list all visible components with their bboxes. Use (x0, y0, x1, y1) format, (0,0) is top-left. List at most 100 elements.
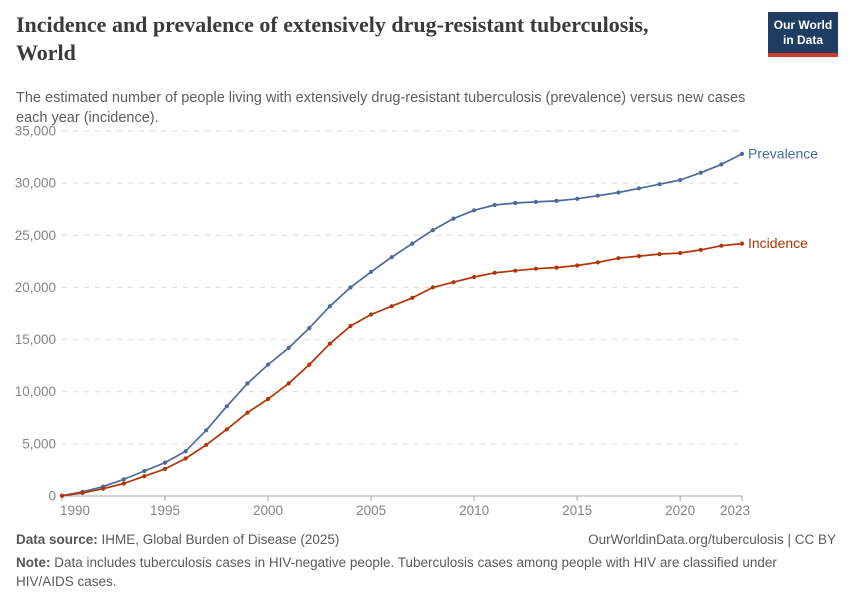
data-point[interactable] (224, 427, 229, 432)
series-end-label-incidence: Incidence (748, 235, 808, 251)
data-point[interactable] (616, 256, 621, 261)
data-point[interactable] (410, 241, 415, 246)
chart-subtitle: The estimated number of people living wi… (16, 90, 746, 126)
data-point[interactable] (348, 285, 353, 290)
line-chart-canvas[interactable]: 0 5,000 10,000 15,000 20,000 25,000 30,000 35,0… (0, 110, 850, 530)
data-point[interactable] (307, 362, 312, 367)
data-point[interactable] (575, 263, 580, 268)
footer: Data source: IHME, Global Burden of Dise… (16, 531, 836, 549)
data-point[interactable] (492, 202, 497, 208)
page-title-line2: World (16, 40, 76, 65)
data-source-value: IHME, Global Burden of Disease (2025) (97, 532, 340, 547)
data-source-text: Data source: IHME, Global Burden of Dise… (16, 531, 339, 549)
data-point[interactable] (554, 265, 559, 270)
data-point[interactable] (348, 323, 353, 329)
data-point[interactable] (266, 396, 271, 402)
y-axis-label: 35,000 (15, 124, 56, 139)
data-point[interactable] (595, 260, 600, 265)
data-point[interactable] (327, 304, 332, 309)
data-point[interactable] (245, 381, 250, 386)
data-point[interactable] (451, 280, 456, 285)
owid-logo-line1: Our World (773, 18, 833, 32)
y-axis-label: 15,000 (15, 332, 56, 347)
data-point[interactable] (595, 193, 600, 198)
data-point[interactable] (513, 268, 518, 273)
y-axis-label: 10,000 (15, 384, 56, 399)
data-point[interactable] (245, 410, 250, 415)
data-point[interactable] (59, 493, 65, 498)
data-point[interactable] (121, 481, 126, 486)
data-point[interactable] (430, 228, 435, 233)
data-point[interactable] (369, 312, 374, 317)
data-point[interactable] (204, 442, 209, 447)
x-axis-label: 2015 (562, 503, 592, 518)
series-line-prevalence[interactable] (61, 153, 743, 497)
owid-license-link[interactable]: OurWorldinData.org/tuberculosis | CC BY (588, 532, 836, 547)
series-end-label-prevalence: Prevalence (748, 145, 818, 161)
data-point[interactable] (410, 295, 415, 300)
data-point[interactable] (121, 477, 126, 482)
data-point[interactable] (554, 198, 559, 203)
data-point[interactable] (492, 270, 497, 275)
footnote-label: Note: (16, 555, 51, 570)
data-point[interactable] (224, 404, 229, 409)
data-point[interactable] (389, 304, 394, 309)
data-point[interactable] (636, 254, 642, 259)
data-point[interactable] (739, 241, 745, 246)
data-point[interactable] (101, 486, 106, 491)
data-point[interactable] (719, 243, 724, 248)
data-point[interactable] (162, 460, 168, 465)
owid-logo[interactable]: Our World in Data (768, 12, 838, 57)
data-point[interactable] (698, 247, 703, 252)
chart-area[interactable]: 0 5,000 10,000 15,000 20,000 25,000 30,000 35,0… (0, 110, 850, 530)
data-point[interactable] (286, 345, 291, 350)
data-point[interactable] (162, 466, 168, 471)
x-axis-label: 2020 (665, 503, 695, 518)
data-point[interactable] (80, 490, 85, 495)
data-point[interactable] (327, 341, 332, 346)
data-point[interactable] (698, 170, 703, 175)
page-title: Incidence and prevalence of extensively … (16, 11, 648, 67)
data-point[interactable] (533, 199, 539, 204)
data-point[interactable] (678, 250, 683, 256)
series-line-incidence[interactable] (61, 242, 743, 497)
data-point[interactable] (389, 255, 394, 260)
data-point[interactable] (636, 186, 642, 191)
data-point[interactable] (472, 274, 477, 280)
data-point[interactable] (142, 468, 147, 474)
data-point[interactable] (204, 428, 209, 433)
data-point[interactable] (575, 196, 580, 201)
data-point[interactable] (266, 362, 271, 367)
y-axis-label: 25,000 (15, 228, 56, 243)
y-axis-label: 5,000 (22, 436, 56, 451)
x-axis-label: 1995 (150, 503, 180, 518)
owid-logo-line2: in Data (782, 33, 823, 47)
data-point[interactable] (286, 381, 291, 386)
x-axis-label: 2023 (720, 503, 750, 518)
data-point[interactable] (472, 208, 477, 213)
data-point[interactable] (451, 216, 456, 221)
data-point[interactable] (739, 151, 745, 156)
x-axis-label: 2010 (459, 503, 489, 518)
data-point[interactable] (719, 162, 724, 167)
data-point[interactable] (183, 449, 188, 454)
data-point[interactable] (430, 285, 435, 290)
data-point[interactable] (142, 474, 147, 479)
data-point[interactable] (533, 266, 539, 271)
data-point[interactable] (369, 269, 374, 274)
footnote: Note: Data includes tuberculosis cases i… (16, 553, 834, 591)
data-point[interactable] (307, 326, 312, 331)
footnote-value: Data includes tuberculosis cases in HIV-… (16, 555, 777, 589)
y-axis-label: 20,000 (15, 280, 56, 295)
data-point[interactable] (513, 200, 518, 206)
data-point[interactable] (616, 190, 621, 195)
x-axis-label: 2000 (253, 503, 283, 518)
data-point[interactable] (657, 252, 662, 257)
y-axis-label: 30,000 (15, 176, 56, 191)
data-point[interactable] (678, 177, 683, 183)
series-incidence[interactable]: Incidence (59, 235, 808, 498)
data-point[interactable] (657, 182, 662, 187)
data-point[interactable] (183, 456, 188, 461)
series-prevalence[interactable]: Prevalence (59, 145, 818, 498)
